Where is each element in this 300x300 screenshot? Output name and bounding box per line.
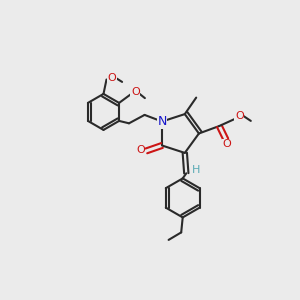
Text: O: O bbox=[107, 73, 116, 83]
Text: O: O bbox=[235, 111, 244, 121]
Text: O: O bbox=[222, 139, 231, 149]
Text: O: O bbox=[136, 145, 145, 155]
Text: N: N bbox=[157, 115, 167, 128]
Text: O: O bbox=[131, 87, 140, 97]
Text: H: H bbox=[192, 165, 200, 175]
